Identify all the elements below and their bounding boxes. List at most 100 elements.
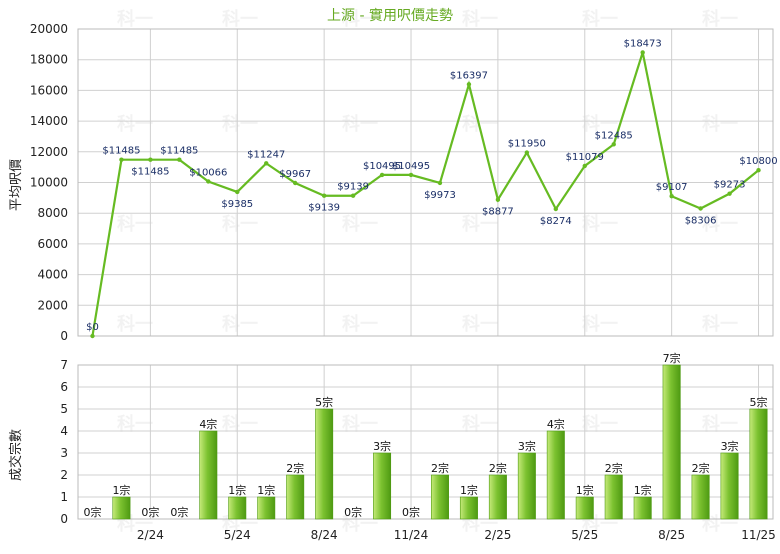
price-y-tick-label: 14000 xyxy=(30,114,68,128)
x-tick-label: 5/24 xyxy=(224,528,251,542)
x-tick-label: 8/24 xyxy=(311,528,338,542)
price-point xyxy=(90,333,95,339)
price-data-label: $9273 xyxy=(714,180,746,191)
watermark-text: 科一 xyxy=(462,313,498,335)
price-point xyxy=(495,197,501,202)
count-bar xyxy=(749,408,768,520)
count-data-label: 0宗 xyxy=(83,505,101,519)
watermark-text: 科一 xyxy=(117,413,153,435)
count-bar xyxy=(662,364,681,520)
count-data-label: 3宗 xyxy=(373,439,391,453)
count-bar xyxy=(575,496,594,520)
watermark-text: 科一 xyxy=(342,413,378,435)
count-bar xyxy=(459,496,478,520)
count-data-label: 1宗 xyxy=(228,483,246,497)
count-data-label: 2宗 xyxy=(489,461,507,475)
count-y-tick-label: 2 xyxy=(60,468,68,482)
count-bar xyxy=(112,496,131,520)
price-point xyxy=(669,194,674,199)
x-tick-label: 8/25 xyxy=(658,528,685,542)
watermark-text: 科一 xyxy=(462,213,498,235)
watermark-text: 科一 xyxy=(582,213,618,235)
price-data-label: $10800 xyxy=(739,156,777,167)
price-y-tick-label: 12000 xyxy=(30,145,68,159)
price-point xyxy=(235,189,240,195)
count-data-label: 1宗 xyxy=(634,483,652,497)
watermark-text: 科一 xyxy=(702,8,738,30)
price-data-label: $9973 xyxy=(424,190,456,201)
watermark-text: 科一 xyxy=(222,313,258,335)
price-y-axis-label: 平均呎價 xyxy=(9,159,24,211)
x-tick-label: 11/24 xyxy=(394,528,429,542)
watermark-text: 科一 xyxy=(117,113,153,135)
price-y-tick-label: 8000 xyxy=(37,206,68,220)
price-data-label: $9385 xyxy=(221,199,253,210)
count-y-tick-label: 6 xyxy=(60,380,68,394)
count-data-label: 1宗 xyxy=(257,483,275,497)
watermark-text: 科一 xyxy=(582,413,618,435)
watermark-text: 科一 xyxy=(222,213,258,235)
watermark-text: 科一 xyxy=(342,8,378,30)
count-data-label: 3宗 xyxy=(721,439,739,453)
watermark-text: 科一 xyxy=(222,113,258,135)
count-bar-plot: 0 1 2 3 4 5 6 7 0宗 1宗 0宗 0宗 4宗 1宗 1宗 2宗 5宗 0宗 3宗 0宗 2宗 1宗 2宗 3宗… xyxy=(60,351,774,526)
price-y-tick-label: 4000 xyxy=(37,268,68,282)
count-data-label: 0宗 xyxy=(141,505,159,519)
price-data-label: $11247 xyxy=(247,149,285,160)
price-point xyxy=(148,157,153,162)
count-bar xyxy=(315,408,334,520)
price-point xyxy=(698,206,703,211)
price-data-label: $10495 xyxy=(392,161,430,172)
price-plot-frame xyxy=(77,28,774,337)
count-bar xyxy=(199,430,218,520)
x-tick-label: 11/25 xyxy=(741,528,776,542)
x-axis: 2/24 5/24 8/24 11/24 2/25 5/25 8/25 11/25 xyxy=(137,528,776,542)
watermark-text: 科一 xyxy=(702,313,738,335)
price-point xyxy=(379,172,385,178)
count-data-label: 2宗 xyxy=(431,461,449,475)
watermark-text: 科一 xyxy=(117,313,153,335)
watermark-text: 科一 xyxy=(582,113,618,135)
count-bar xyxy=(257,496,276,520)
x-tick-label: 2/24 xyxy=(137,528,164,542)
count-data-label: 2宗 xyxy=(605,461,623,475)
price-data-label: $11485 xyxy=(131,167,169,178)
watermark-text: 科一 xyxy=(117,8,153,30)
price-data-label: $18473 xyxy=(624,38,662,49)
watermark-text: 科一 xyxy=(702,213,738,235)
count-bar xyxy=(517,452,536,520)
price-point xyxy=(466,82,472,87)
price-point xyxy=(727,191,732,196)
price-data-label: $11485 xyxy=(102,146,140,157)
price-data-label: $8306 xyxy=(685,216,717,227)
price-data-label: $9107 xyxy=(656,182,688,193)
price-data-label: $8274 xyxy=(540,216,572,227)
count-y-tick-label: 7 xyxy=(60,358,68,372)
count-bar xyxy=(373,452,392,520)
count-bar xyxy=(286,474,305,520)
count-bar xyxy=(720,452,739,520)
price-point xyxy=(177,157,182,162)
count-data-label: 0宗 xyxy=(170,505,188,519)
watermark-text: 科一 xyxy=(702,413,738,435)
price-series-line xyxy=(91,52,760,337)
price-point xyxy=(756,168,761,173)
count-data-label: 5宗 xyxy=(315,395,333,409)
count-y-tick-label: 0 xyxy=(60,512,68,526)
price-y-tick-label: 10000 xyxy=(30,176,68,190)
watermark-text: 科一 xyxy=(582,8,618,30)
price-point xyxy=(350,193,356,198)
count-data-label: 1宗 xyxy=(112,483,130,497)
price-data-label: $11950 xyxy=(508,139,546,150)
price-y-tick-label: 2000 xyxy=(37,298,68,312)
price-y-tick-label: 16000 xyxy=(30,83,68,97)
chart-title: 上源 - 實用呎價走勢 xyxy=(327,7,453,24)
count-bar xyxy=(228,496,247,520)
count-data-label: 2宗 xyxy=(692,461,710,475)
price-point xyxy=(321,193,327,198)
count-data-label: 4宗 xyxy=(547,417,565,431)
watermark-text: 科一 xyxy=(702,113,738,135)
price-point xyxy=(264,161,269,166)
